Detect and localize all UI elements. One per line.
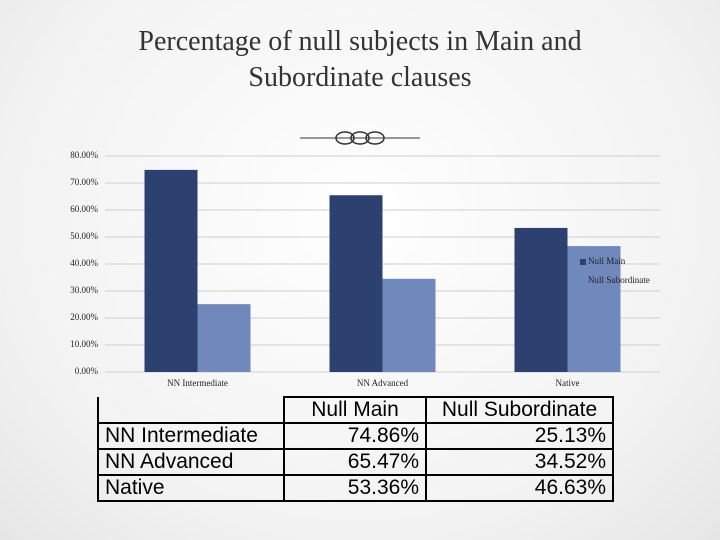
ornament bbox=[300, 131, 420, 145]
bar bbox=[514, 227, 568, 372]
y-tick-label: 80.00% bbox=[70, 150, 98, 160]
header-cell: Null Subordinate bbox=[425, 396, 614, 424]
cell: 74.86% bbox=[283, 422, 427, 450]
row-label: NN Advanced bbox=[97, 448, 285, 476]
x-tick-label: NN Intermediate bbox=[167, 378, 228, 388]
cell: 25.13% bbox=[425, 422, 614, 450]
y-tick-label: 70.00% bbox=[70, 177, 98, 187]
y-tick-label: 10.00% bbox=[70, 339, 98, 349]
legend-swatch bbox=[580, 259, 586, 265]
legend-swatch bbox=[580, 278, 586, 284]
bar bbox=[567, 246, 621, 372]
table-row: NN Intermediate 74.86% 25.13% bbox=[97, 422, 614, 450]
y-tick-label: 20.00% bbox=[70, 312, 98, 322]
row-label: Native bbox=[97, 474, 285, 502]
cell: 46.63% bbox=[425, 474, 614, 502]
header-cell: Null Main bbox=[283, 396, 427, 424]
bar bbox=[197, 304, 251, 372]
cell: 65.47% bbox=[283, 448, 427, 476]
table-row: NN Advanced 65.47% 34.52% bbox=[97, 448, 614, 476]
cell: 34.52% bbox=[425, 448, 614, 476]
legend-label: Null Main bbox=[588, 256, 626, 266]
header-blank bbox=[97, 397, 285, 424]
row-label: NN Intermediate bbox=[97, 422, 285, 450]
data-table: Null Main Null Subordinate NN Intermedia… bbox=[97, 396, 614, 502]
bar bbox=[382, 278, 436, 372]
chart-title: Percentage of null subjects in Main and … bbox=[138, 26, 582, 93]
y-tick-label: 60.00% bbox=[70, 204, 98, 214]
legend-label: Null Subordinate bbox=[588, 275, 650, 285]
y-tick-label: 40.00% bbox=[70, 258, 98, 268]
table-row: Native 53.36% 46.63% bbox=[97, 474, 614, 502]
x-tick-label: Native bbox=[556, 378, 580, 388]
cell: 53.36% bbox=[283, 474, 427, 502]
y-tick-label: 0.00% bbox=[75, 366, 99, 376]
y-tick-label: 50.00% bbox=[70, 231, 98, 241]
table-header: Null Main Null Subordinate bbox=[97, 396, 614, 424]
bar bbox=[329, 195, 383, 372]
y-tick-label: 30.00% bbox=[70, 285, 98, 295]
x-tick-label: NN Advanced bbox=[357, 378, 409, 388]
bar bbox=[144, 169, 198, 372]
